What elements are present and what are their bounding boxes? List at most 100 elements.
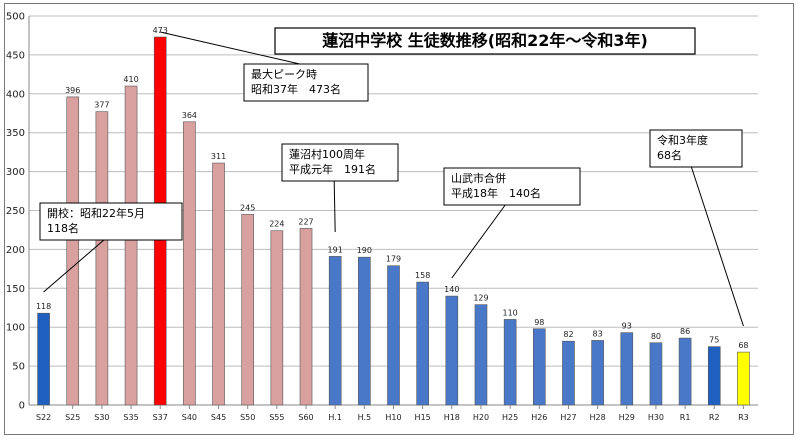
x-tick-label: S30	[94, 413, 109, 422]
data-label: 82	[563, 330, 573, 339]
bar	[503, 319, 517, 406]
y-tick-label: 500	[6, 12, 25, 23]
callout-leader	[451, 204, 506, 279]
x-tick-label: H28	[590, 413, 606, 422]
data-label: 311	[211, 152, 226, 161]
data-label: 224	[269, 220, 284, 229]
data-label: 158	[415, 271, 430, 280]
x-tick-label: H29	[619, 413, 635, 422]
bar	[124, 85, 138, 406]
data-label: 68	[738, 341, 748, 350]
callout-box	[443, 167, 581, 206]
bar	[678, 337, 692, 406]
data-label: 86	[680, 327, 690, 336]
x-tick-label: H.5	[358, 413, 372, 422]
y-tick-label: 300	[6, 167, 25, 178]
callout-text: 令和3年度	[657, 133, 708, 147]
data-label: 410	[123, 75, 138, 84]
x-tick-label: H15	[415, 413, 431, 422]
callout-text: 68名	[657, 148, 682, 162]
callout-text: 開校：昭和22年5月	[47, 206, 145, 220]
x-tick-label: H25	[502, 413, 518, 422]
x-tick-label: H27	[560, 413, 576, 422]
bar	[591, 340, 604, 406]
x-tick-label: H.1	[328, 413, 342, 422]
title-box	[274, 27, 696, 55]
bar	[183, 121, 196, 406]
bar	[66, 96, 80, 406]
x-tick-label: H18	[444, 413, 460, 422]
data-label: 80	[651, 332, 661, 341]
y-tick-label: 150	[6, 284, 25, 295]
bar	[532, 328, 546, 406]
bar	[95, 111, 109, 406]
chart-title: 蓮沼中学校 生徒数推移(昭和22年～令和3年)	[322, 31, 648, 50]
data-label: 364	[182, 111, 197, 120]
x-tick-label: H30	[648, 413, 664, 422]
bar	[270, 230, 284, 406]
bar	[707, 346, 721, 406]
bar	[737, 351, 750, 406]
callout-box	[39, 202, 183, 241]
x-tick-label: S50	[240, 413, 255, 422]
bar	[212, 162, 225, 406]
bar	[416, 281, 429, 406]
callout-text: 平成元年 191名	[289, 162, 376, 176]
data-label: 473	[153, 26, 168, 35]
data-label: 129	[473, 294, 488, 303]
x-tick-label: S22	[36, 413, 51, 422]
x-tick-label: S40	[182, 413, 197, 422]
y-tick-label: 250	[6, 206, 25, 217]
x-tick-label: S55	[269, 413, 284, 422]
bar	[328, 256, 342, 406]
x-tick-label: H20	[473, 413, 489, 422]
x-tick-label: H26	[531, 413, 547, 422]
x-tick-label: H10	[385, 413, 401, 422]
x-tick-label: S45	[211, 413, 226, 422]
y-tick-label: 0	[19, 401, 25, 412]
callout-leader	[690, 166, 744, 327]
data-label: 83	[593, 329, 603, 338]
callout-text: 山武市合併	[451, 171, 506, 185]
data-label: 93	[622, 322, 632, 331]
callout-text: 蓮沼村100周年	[289, 147, 365, 161]
data-label: 190	[357, 246, 372, 255]
bar	[387, 265, 400, 406]
data-label: 245	[240, 203, 255, 212]
data-label: 377	[94, 101, 109, 110]
bar	[562, 340, 575, 406]
y-tick-label: 400	[6, 89, 25, 100]
y-tick-label: 350	[6, 128, 25, 139]
bar	[445, 295, 459, 406]
bar	[37, 312, 50, 406]
y-tick-label: 100	[6, 323, 25, 334]
y-tick-label: 450	[6, 50, 25, 61]
callout-text: 最大ピーク時	[251, 67, 317, 81]
bar	[474, 304, 488, 406]
y-tick-label: 200	[6, 245, 25, 256]
callout-leader	[43, 239, 105, 293]
x-tick-label: R2	[709, 413, 720, 422]
bar	[649, 342, 663, 406]
callout-text: 平成18年 140名	[451, 186, 541, 200]
callout-text: 昭和37年 473名	[251, 82, 341, 96]
bar	[620, 332, 634, 406]
data-label: 110	[502, 308, 517, 317]
data-label: 179	[386, 255, 401, 264]
x-tick-label: S25	[65, 413, 80, 422]
data-label: 191	[328, 245, 343, 254]
callout-box	[649, 129, 743, 168]
data-label: 98	[534, 318, 544, 327]
x-tick-label: S60	[298, 413, 313, 422]
bar	[299, 228, 313, 406]
data-label: 396	[65, 86, 80, 95]
x-tick-label: R3	[738, 413, 749, 422]
x-tick-label: R1	[680, 413, 691, 422]
x-tick-label: S37	[153, 413, 168, 422]
callout-box	[243, 63, 369, 102]
data-label: 75	[709, 336, 719, 345]
data-label: 227	[298, 217, 313, 226]
data-label: 140	[444, 285, 459, 294]
data-label: 118	[36, 302, 51, 311]
